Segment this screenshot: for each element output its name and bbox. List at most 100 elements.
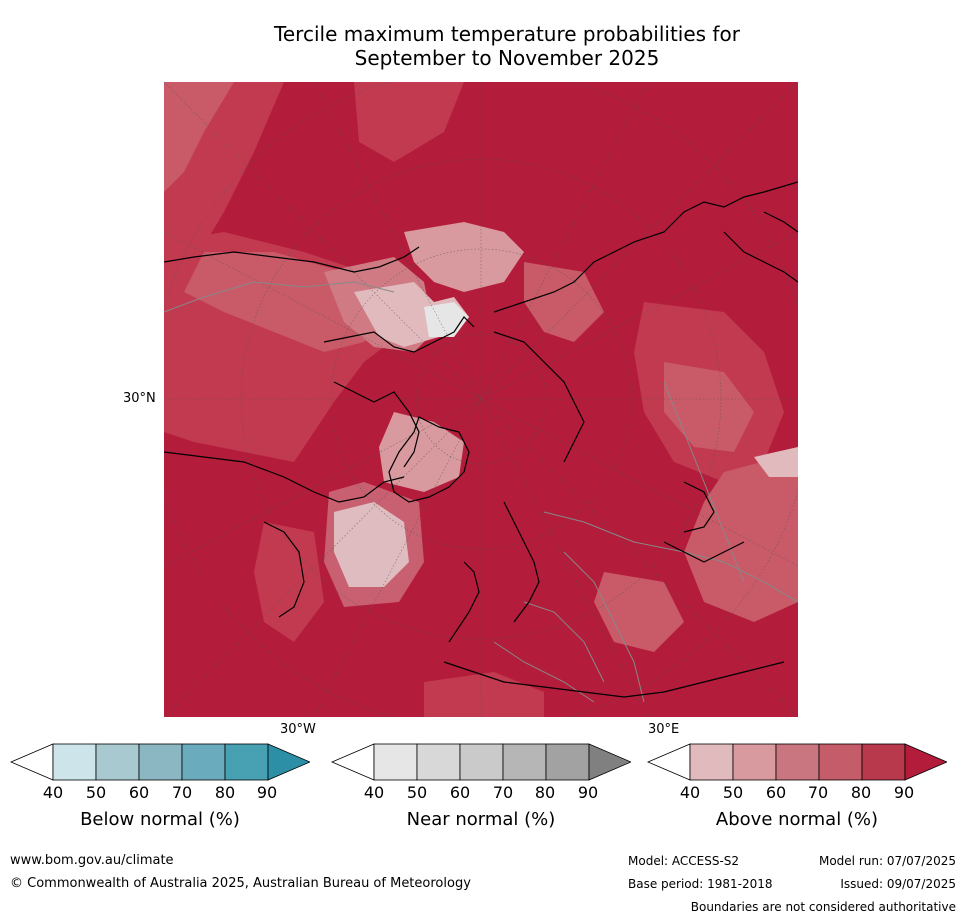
region-above-40 <box>754 447 798 477</box>
colorbar-tick: 50 <box>722 783 744 802</box>
longitude-label-30w: 30°W <box>280 722 316 737</box>
colorbar-segment <box>138 743 183 781</box>
colorbar-segment <box>861 743 906 781</box>
polar-probability-map <box>164 82 798 717</box>
border-line <box>563 551 645 703</box>
footer-issued: Issued: 09/07/2025 <box>840 877 956 891</box>
map-title: Tercile maximum temperature probabilitie… <box>164 22 850 70</box>
region-near-normal <box>424 302 469 337</box>
coastline-canada-arctic <box>323 316 475 353</box>
meridian <box>164 82 798 717</box>
colorbar-above-normal: 40 50 60 70 80 90 Above normal (%) <box>647 743 947 830</box>
border-line <box>164 281 395 313</box>
region-above-50 <box>404 222 524 292</box>
colorbar-tick: 40 <box>363 783 385 802</box>
region-above-70 <box>664 362 754 452</box>
colorbar-segment <box>95 743 140 781</box>
border-line <box>523 601 605 683</box>
footer-model: Model: ACCESS-S2 <box>628 854 740 868</box>
footer-model-run: Model run: 07/07/2025 <box>818 854 956 868</box>
coastline-caspian <box>683 481 715 533</box>
colorbar-near-normal-svg <box>331 743 631 781</box>
coastline-kamchatka <box>763 211 798 233</box>
colorbar-tick: 90 <box>577 783 599 802</box>
colorbar-segment <box>502 743 547 781</box>
colorbar-segment <box>818 743 863 781</box>
colorbar-below-normal: 40 50 60 70 80 90 Below normal (%) <box>10 743 310 830</box>
map-svg <box>164 82 798 717</box>
footer-url: www.bom.gov.au/climate <box>10 853 174 868</box>
colorbar-label: Near normal (%) <box>406 809 556 830</box>
coastline-hudson <box>164 451 405 503</box>
colorbar-tick: 80 <box>850 783 872 802</box>
colorbar-extend-high <box>904 743 947 781</box>
coastline-britain <box>448 561 480 643</box>
colorbar-tick: 50 <box>85 783 107 802</box>
colorbar-segment <box>689 743 734 781</box>
colorbar-label: Below normal (%) <box>80 809 240 830</box>
colorbar-near-normal: 40 50 60 70 80 90 Near normal (%) <box>331 743 631 830</box>
meridian <box>164 231 798 567</box>
region-above-80 <box>254 522 324 642</box>
colorbar-segment <box>416 743 461 781</box>
region-above-70 <box>164 82 234 192</box>
colorbar-label: Above normal (%) <box>715 809 879 830</box>
colorbar-tick: 80 <box>534 783 556 802</box>
coastline-black-sea <box>663 541 745 563</box>
coastline-hudson-bay <box>333 381 420 468</box>
longitude-label-30e: 30°E <box>648 722 680 737</box>
footer-disclaimer: Boundaries are not considered authoritat… <box>690 900 956 914</box>
meridian <box>313 82 649 717</box>
region-above-80 <box>354 82 464 162</box>
coastline-us-east <box>263 521 305 618</box>
title-line-1: Tercile maximum temperature probabilitie… <box>274 22 740 46</box>
colorbar-above-normal-svg <box>647 743 947 781</box>
colorbar-extend-high <box>588 743 631 781</box>
probability-shading <box>164 82 798 717</box>
colorbar-extend-high <box>267 743 310 781</box>
coastline-alaska <box>164 246 420 273</box>
coastline-greenland <box>388 416 470 503</box>
colorbar-tick: 90 <box>893 783 915 802</box>
colorbar-tick: 70 <box>492 783 514 802</box>
footer-copyright: © Commonwealth of Australia 2025, Austra… <box>10 876 471 891</box>
colorbar-segment <box>224 743 269 781</box>
colorbar-tick: 90 <box>256 783 278 802</box>
coastline-scandinavia-north <box>493 331 585 463</box>
region-above-70 <box>684 452 798 622</box>
colorbar-segment <box>373 743 418 781</box>
colorbar-extend-low <box>10 743 54 781</box>
region-above-70 <box>594 572 684 652</box>
colorbar-tick: 60 <box>765 783 787 802</box>
coastline-siberia <box>493 181 798 313</box>
colorbar-tick: 80 <box>214 783 236 802</box>
colorbar-tick: 40 <box>42 783 64 802</box>
colorbar-tick: 70 <box>807 783 829 802</box>
colorbar-tick: 50 <box>406 783 428 802</box>
title-line-2: September to November 2025 <box>354 46 660 70</box>
region-above-50 <box>379 412 464 492</box>
colorbar-tick: 60 <box>128 783 150 802</box>
colorbar-segment <box>459 743 504 781</box>
colorbar-segment <box>52 743 97 781</box>
border-line <box>493 641 595 703</box>
graticule <box>164 82 798 717</box>
colorbar-segment <box>732 743 777 781</box>
colorbar-extend-low <box>331 743 375 781</box>
colorbar-below-normal-svg <box>10 743 310 781</box>
colorbar-segment <box>775 743 820 781</box>
meridian <box>313 82 649 717</box>
colorbar-segment <box>181 743 226 781</box>
colorbar-tick: 60 <box>449 783 471 802</box>
coastlines <box>164 181 798 698</box>
coastline-norway <box>503 501 540 623</box>
colorbar-segment <box>545 743 590 781</box>
colorbar-tick: 70 <box>171 783 193 802</box>
region-above-70 <box>524 262 604 342</box>
latitude-label-30n: 30°N <box>123 391 156 406</box>
coastline-mediterranean <box>443 661 785 698</box>
colorbar-tick: 40 <box>679 783 701 802</box>
region-above-50 <box>324 482 424 607</box>
colorbar-extend-low <box>647 743 691 781</box>
coastline-okhotsk <box>723 231 798 283</box>
